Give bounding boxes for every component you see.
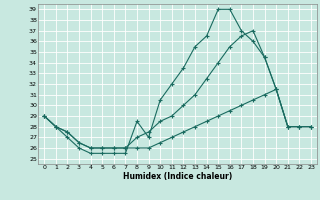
X-axis label: Humidex (Indice chaleur): Humidex (Indice chaleur) xyxy=(123,172,232,181)
